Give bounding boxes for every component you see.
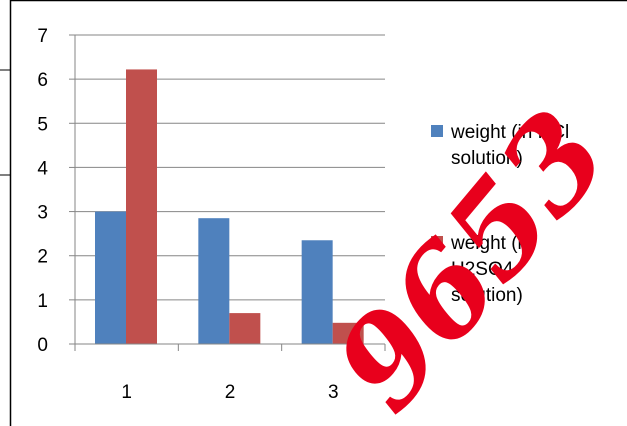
y-tick-label: 4 bbox=[37, 158, 48, 179]
x-tick-label: 3 bbox=[328, 382, 339, 403]
y-tick-label: 6 bbox=[37, 70, 48, 91]
bar-series-2-cat-1 bbox=[126, 69, 157, 344]
y-tick-label: 7 bbox=[37, 26, 48, 47]
legend-label-2: solution) bbox=[451, 285, 523, 306]
bar-series-2-cat-2 bbox=[229, 313, 261, 344]
legend-swatch-1 bbox=[431, 125, 443, 137]
bar-series-1-cat-1 bbox=[95, 211, 126, 344]
legend: weight (in HCl solution) weight (in H2SO4 so… bbox=[431, 122, 569, 306]
y-tick-label: 3 bbox=[37, 203, 48, 224]
legend-swatch-2 bbox=[431, 236, 443, 248]
x-tick-labels: 1 2 3 bbox=[121, 382, 338, 403]
bar-series-1-cat-3 bbox=[301, 240, 333, 344]
legend-label-1: weight (in HCl bbox=[450, 122, 569, 143]
legend-label-2: weight (in bbox=[450, 233, 532, 254]
bar-series-2-cat-3 bbox=[332, 322, 364, 344]
legend-label-1: solution) bbox=[451, 148, 523, 169]
bars bbox=[95, 69, 364, 344]
y-tick-label: 0 bbox=[37, 335, 48, 356]
legend-label-2: H2SO4 bbox=[451, 259, 514, 280]
y-tick-label: 2 bbox=[37, 247, 48, 268]
bar-series-1-cat-2 bbox=[198, 218, 230, 344]
y-tick-label: 1 bbox=[37, 291, 48, 312]
y-tick-labels: 0 1 2 3 4 5 6 7 bbox=[37, 26, 48, 356]
y-tick-label: 5 bbox=[37, 114, 48, 135]
axes bbox=[69, 34, 386, 351]
x-tick-label: 1 bbox=[121, 382, 132, 403]
x-tick-label: 2 bbox=[225, 382, 236, 403]
